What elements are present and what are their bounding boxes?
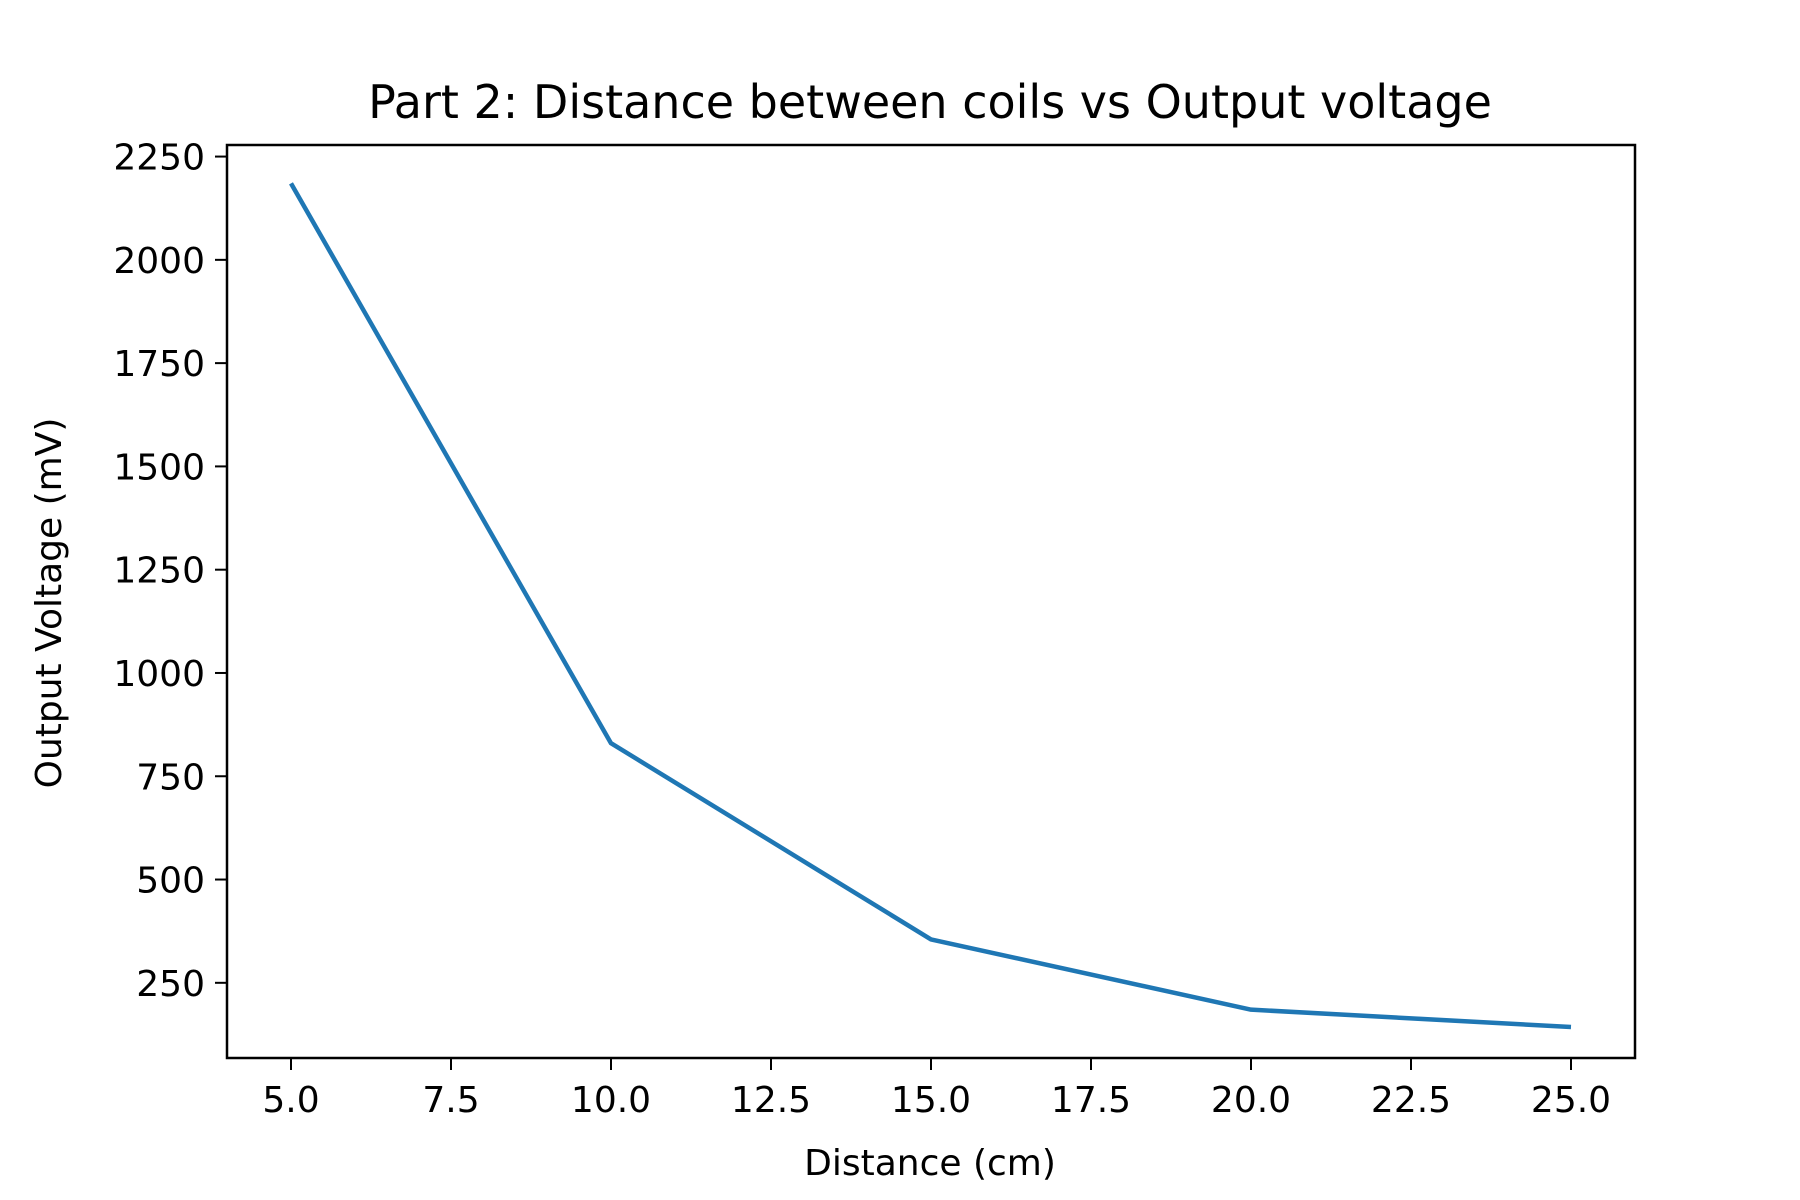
x-tick-label: 15.0 [891, 1080, 971, 1121]
x-tick-label: 25.0 [1531, 1080, 1611, 1121]
y-tick-label: 250 [136, 964, 205, 1005]
x-tick-label: 17.5 [1051, 1080, 1131, 1121]
y-tick-label: 750 [136, 757, 205, 798]
y-tick-label: 1000 [113, 654, 205, 695]
y-tick-label: 1750 [113, 344, 205, 385]
y-tick-label: 2000 [113, 241, 205, 282]
y-axis-ticks: 250 500 750 1000 1250 1500 1750 2000 2250 [113, 138, 227, 1005]
y-axis-label: Output Voltage (mV) [29, 418, 70, 789]
y-tick-label: 1500 [113, 447, 205, 488]
series-line [289, 182, 1572, 1030]
chart-title: Part 2: Distance between coils vs Output… [368, 75, 1492, 129]
series-layer [289, 182, 1572, 1030]
x-tick-label: 22.5 [1371, 1080, 1451, 1121]
x-tick-label: 20.0 [1211, 1080, 1291, 1121]
x-tick-label: 10.0 [571, 1080, 651, 1121]
y-tick-label: 2250 [113, 138, 205, 179]
plot-area-frame [225, 143, 1637, 1060]
x-tick-label: 12.5 [731, 1080, 811, 1121]
x-tick-label: 5.0 [262, 1080, 319, 1121]
y-tick-label: 1250 [113, 551, 205, 592]
x-axis-ticks: 5.0 7.5 10.0 12.5 15.0 17.5 20.0 22.5 25.0 [262, 1058, 1611, 1121]
y-tick-label: 500 [136, 861, 205, 902]
x-tick-label: 7.5 [422, 1080, 479, 1121]
x-axis-label: Distance (cm) [804, 1143, 1056, 1184]
